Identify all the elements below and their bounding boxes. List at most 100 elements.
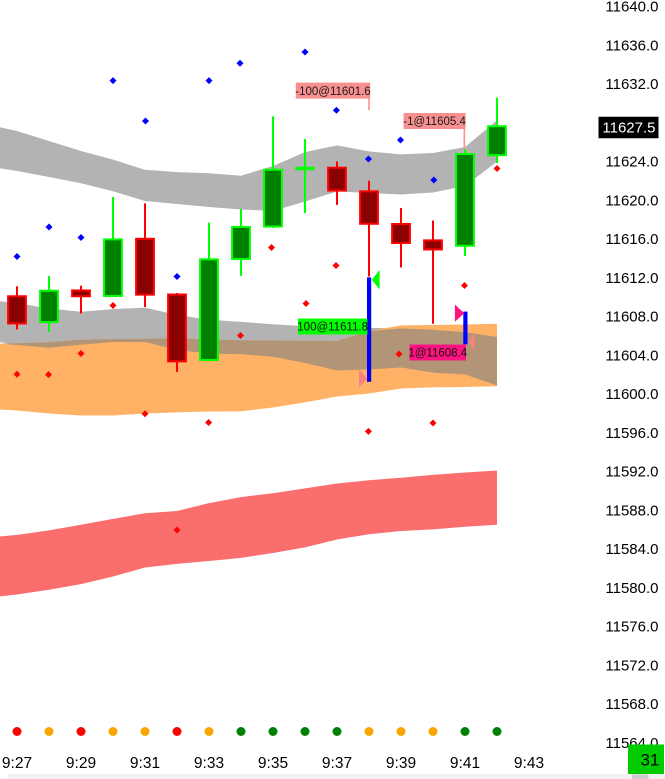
current-price-label: 11627.5 [602, 120, 655, 137]
candle-body [103, 238, 123, 297]
candle-9:41 [455, 149, 475, 256]
scrollbar-thumb[interactable] [631, 774, 649, 779]
candle-9:33 [199, 222, 219, 361]
candle-body [7, 295, 27, 325]
candle-body [359, 190, 379, 225]
signal-dot-red [172, 727, 182, 736]
signal-dot-orange [396, 727, 406, 736]
candle-9:42 [487, 97, 507, 163]
order-label-text: -100@11601.6 [295, 86, 370, 98]
scatter-diamond-red [395, 350, 403, 358]
scatter-diamond-blue [236, 59, 244, 67]
exit-arrow[interactable] [359, 369, 368, 388]
price-tick-label: 11616.0 [605, 231, 658, 248]
time-tick-label: 9:43 [514, 755, 544, 772]
scatter-diamond-red [205, 419, 213, 426]
scatter-diamond-red [13, 370, 21, 378]
price-tick-label: 11576.0 [605, 619, 658, 636]
scatter-diamond-red [461, 282, 468, 289]
signal-dot-orange [428, 727, 438, 736]
candle-9:32 [167, 292, 187, 372]
scatter-diamond-blue [13, 253, 21, 260]
scatter-diamond-red [237, 332, 244, 339]
signal-dot-orange [364, 727, 374, 736]
price-tick-label: 11592.0 [605, 464, 658, 481]
trade-connector-line [367, 277, 372, 382]
candle-9:40 [423, 220, 443, 324]
price-tick-label: 11588.0 [605, 502, 658, 519]
scatter-diamond-blue [365, 155, 372, 163]
order-label-text: -1@11605.4 [403, 116, 466, 128]
price-tick-label: 11580.0 [605, 580, 658, 597]
order-label-box[interactable] [295, 82, 371, 99]
scatter-diamond-red [302, 300, 310, 307]
candle-body [39, 289, 59, 324]
scatter-diamond-blue [142, 117, 149, 125]
scatter-diamond-blue [430, 176, 438, 184]
signal-dot-green [236, 727, 246, 736]
signal-dot-red [12, 727, 22, 736]
trade-connector-line [463, 311, 468, 345]
price-tick-label: 11624.0 [605, 154, 658, 171]
bar-counter-label: 31 [641, 750, 660, 769]
price-tick-label: 11568.0 [605, 696, 658, 713]
scatter-diamond-blue [45, 223, 53, 231]
candle-body [167, 293, 187, 363]
order-label[interactable]: 1@11608.4 [408, 344, 468, 361]
order-label[interactable]: -1@11605.4 [403, 113, 466, 129]
scatter-diamond-blue [77, 234, 85, 241]
scatter-diamond-red [364, 427, 372, 435]
scatter-diamond-blue [301, 48, 309, 56]
pink-band [0, 470, 497, 597]
price-tick-label: 11596.0 [605, 425, 658, 442]
scatter-diamond-blue [109, 77, 117, 85]
order-label-box[interactable] [409, 344, 467, 361]
signal-dot-orange [140, 727, 150, 736]
scrollbar-track[interactable] [8, 774, 665, 779]
scatter-diamond-red [268, 244, 275, 251]
candle-9:30 [103, 196, 123, 297]
candle-9:28 [39, 276, 59, 333]
price-tick-label: 11612.0 [605, 270, 658, 287]
order-label[interactable]: 100@11611.8 [297, 318, 368, 335]
order-label[interactable]: -100@11601.6 [295, 82, 371, 99]
band-overlap-tan [0, 328, 497, 386]
candle-9:36 [295, 139, 315, 214]
scatter-diamond-red [109, 302, 117, 309]
price-axis[interactable]: 11640.011636.011632.011628.011624.011620… [605, 0, 658, 752]
candle-9:37 [327, 161, 347, 205]
signal-dot-red [76, 727, 86, 736]
signal-dot-green [332, 727, 342, 736]
price-tick-label: 11604.0 [605, 347, 658, 364]
candle-9:29 [71, 285, 91, 314]
scatter-diamond-red [173, 526, 181, 534]
time-axis-strip [0, 748, 665, 779]
candle-body [231, 225, 251, 260]
order-label-box[interactable] [297, 318, 368, 335]
entry-long-arrow[interactable] [454, 304, 465, 322]
signal-dot-green [460, 727, 470, 736]
scatter-diamond-red [45, 371, 52, 379]
scatter-diamond-red [332, 262, 340, 269]
order-label-box[interactable] [403, 113, 466, 129]
time-tick-label: 9:39 [386, 755, 416, 772]
scatter-diamond-red [77, 350, 85, 357]
trade-2[interactable] [454, 304, 475, 352]
bar-counter-bg [628, 744, 664, 774]
entry-long-arrow[interactable] [371, 269, 380, 290]
price-tick-label: 11600.0 [605, 386, 658, 403]
time-tick-label: 9:27 [2, 755, 32, 772]
signal-dot-orange [44, 727, 54, 736]
candle-body [423, 239, 443, 251]
candle-doji-bar [295, 166, 315, 171]
candle-9:27 [7, 286, 27, 330]
price-tick-label: 11584.0 [605, 541, 658, 558]
candle-body [135, 237, 155, 296]
current-price-bg [598, 116, 659, 139]
trade-1[interactable] [359, 269, 380, 388]
time-axis[interactable]: 9:27 9:29 9:31 9:33 9:35 9:37 9:39 9:41 9:43 [2, 755, 544, 772]
exit-arrow[interactable] [468, 332, 475, 352]
bar-counter: 31 [628, 744, 664, 774]
time-tick-label: 9:41 [450, 755, 480, 772]
